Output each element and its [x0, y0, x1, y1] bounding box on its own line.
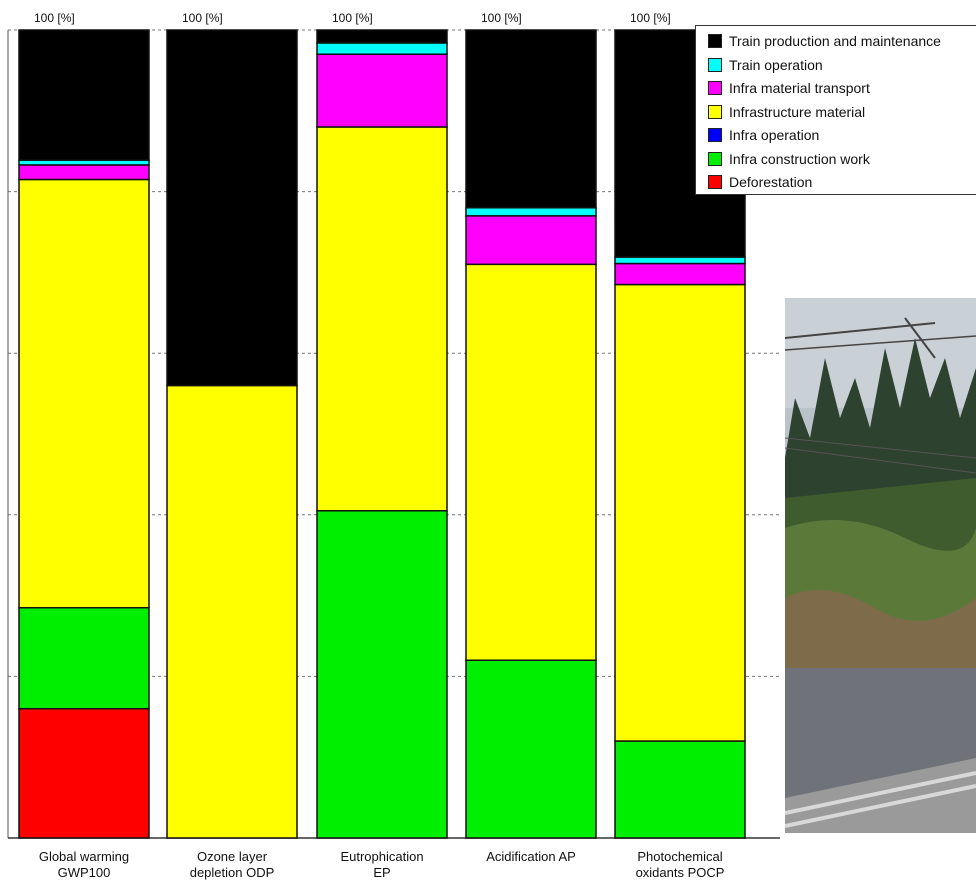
- category-label: depletion ODP: [190, 865, 275, 880]
- legend-item: Infra material transport: [708, 78, 870, 98]
- category-label: oxidants POCP: [636, 865, 725, 880]
- legend: Train production and maintenance Train op…: [695, 25, 976, 195]
- bar-segment: [18, 164, 150, 181]
- bar-segment: [18, 178, 150, 609]
- top-percent-label: 100 [%]: [34, 11, 75, 25]
- legend-label: Infra operation: [729, 127, 820, 143]
- bar-segment: [465, 29, 597, 209]
- legend-item: Train production and maintenance: [708, 31, 941, 51]
- bar-segment: [18, 606, 150, 710]
- top-percent-label: 100 [%]: [182, 11, 223, 25]
- bar-segment: [465, 207, 597, 217]
- category-label: Eutrophication: [340, 849, 423, 864]
- bar-segment: [614, 256, 746, 265]
- bar-segment: [166, 384, 298, 839]
- bar-segment: [316, 29, 448, 44]
- legend-label: Train operation: [729, 56, 823, 73]
- legend-item: Infrastructure material: [708, 102, 865, 122]
- bar-segment: [316, 42, 448, 55]
- legend-swatch: [708, 34, 722, 48]
- legend-swatch: [708, 128, 722, 142]
- bar-segment: [18, 707, 150, 839]
- legend-item: Deforestation: [708, 172, 812, 192]
- bars: [18, 29, 746, 839]
- category-label: EP: [373, 865, 390, 880]
- legend-item: Infra construction work: [708, 149, 870, 169]
- legend-item: Infra operation: [708, 125, 819, 145]
- bar-segment: [465, 659, 597, 839]
- bar-segment: [18, 29, 150, 161]
- category-label: GWP100: [58, 865, 111, 880]
- bar-segment: [465, 263, 597, 661]
- bar-segment: [614, 262, 746, 286]
- bar-segment: [614, 283, 746, 742]
- legend-swatch: [708, 175, 722, 189]
- legend-label: Deforestation: [729, 174, 813, 190]
- bar-segment: [614, 740, 746, 839]
- category-label: Acidification AP: [486, 849, 576, 864]
- legend-label: Infra construction work: [729, 150, 870, 167]
- railway-photo: [785, 298, 976, 833]
- legend-swatch: [708, 151, 722, 166]
- legend-swatch: [708, 57, 722, 72]
- bar-segment: [316, 126, 448, 512]
- bar-segment: [316, 53, 448, 128]
- bar-segment: [166, 29, 298, 387]
- legend-swatch: [708, 104, 722, 119]
- legend-label: Infra material transport: [729, 80, 870, 96]
- bar-segment: [316, 510, 448, 839]
- legend-label: Train production and maintenance: [729, 33, 941, 49]
- top-percent-label: 100 [%]: [332, 11, 373, 25]
- legend-item: Train operation: [708, 55, 823, 75]
- top-percent-label: 100 [%]: [481, 11, 522, 25]
- legend-label: Infrastructure material: [729, 103, 866, 120]
- top-percent-label: 100 [%]: [630, 11, 671, 25]
- category-label: Ozone layer: [197, 849, 268, 864]
- bar-segment: [465, 215, 597, 266]
- category-label: Global warming: [39, 849, 129, 864]
- category-label: Photochemical: [637, 849, 722, 864]
- legend-swatch: [708, 81, 722, 95]
